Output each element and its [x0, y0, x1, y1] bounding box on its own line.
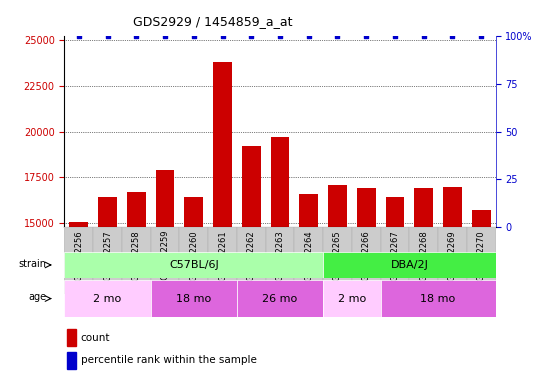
Text: GDS2929 / 1454859_a_at: GDS2929 / 1454859_a_at [133, 15, 292, 28]
Text: GSM152257: GSM152257 [103, 230, 112, 281]
Bar [270, 137, 290, 384]
Bar [352, 227, 381, 294]
Bar [443, 187, 462, 384]
Bar [242, 146, 260, 384]
Text: percentile rank within the sample: percentile rank within the sample [81, 356, 256, 366]
Point [390, 33, 399, 40]
Bar [67, 329, 76, 346]
Bar [237, 227, 265, 294]
Text: 18 mo: 18 mo [176, 293, 211, 304]
Text: GSM152264: GSM152264 [304, 230, 313, 281]
Bar [414, 188, 433, 384]
Point [218, 33, 227, 40]
Point [74, 33, 83, 40]
Text: GSM152262: GSM152262 [247, 230, 256, 281]
Bar [323, 227, 352, 294]
Text: GSM152258: GSM152258 [132, 230, 141, 281]
Text: DBA/2J: DBA/2J [390, 260, 428, 270]
Text: GSM152268: GSM152268 [419, 230, 428, 281]
Text: GSM152270: GSM152270 [477, 230, 486, 281]
Bar [295, 227, 323, 294]
Bar [69, 222, 88, 384]
Bar [381, 227, 409, 294]
Point [304, 33, 313, 40]
Text: 2 mo: 2 mo [338, 293, 366, 304]
Bar [64, 280, 151, 317]
Text: GSM152263: GSM152263 [276, 230, 284, 281]
Text: GSM152266: GSM152266 [362, 230, 371, 281]
Bar [386, 197, 404, 384]
Point [132, 33, 141, 40]
Text: 18 mo: 18 mo [421, 293, 456, 304]
Bar [64, 252, 323, 278]
Point [189, 33, 198, 40]
Point [161, 33, 170, 40]
Text: GSM152269: GSM152269 [448, 230, 457, 281]
Bar [323, 280, 381, 317]
Text: strain: strain [18, 258, 46, 269]
Bar [93, 227, 122, 294]
Point [276, 33, 284, 40]
Text: C57BL/6J: C57BL/6J [169, 260, 218, 270]
Bar [122, 227, 151, 294]
Point [362, 33, 371, 40]
Point [333, 33, 342, 40]
Point [103, 33, 112, 40]
Bar [357, 188, 376, 384]
Text: 26 mo: 26 mo [263, 293, 297, 304]
Bar [381, 280, 496, 317]
Text: GSM152256: GSM152256 [74, 230, 83, 281]
Bar [151, 280, 237, 317]
Bar [179, 227, 208, 294]
Bar [64, 227, 93, 294]
Text: GSM152260: GSM152260 [189, 230, 198, 281]
Text: GSM152261: GSM152261 [218, 230, 227, 281]
Point [477, 33, 486, 40]
Bar [265, 227, 295, 294]
Bar [328, 185, 347, 384]
Bar [323, 252, 496, 278]
Point [448, 33, 457, 40]
Bar [213, 62, 232, 384]
Bar [472, 210, 491, 384]
Bar [438, 227, 467, 294]
Text: age: age [28, 292, 46, 302]
Bar [98, 197, 117, 384]
Text: GSM152265: GSM152265 [333, 230, 342, 281]
Text: GSM152267: GSM152267 [390, 230, 399, 281]
Bar [151, 227, 179, 294]
Bar [467, 227, 496, 294]
Text: count: count [81, 333, 110, 343]
Point [419, 33, 428, 40]
Bar [409, 227, 438, 294]
Bar [208, 227, 237, 294]
Bar [300, 194, 318, 384]
Bar [184, 197, 203, 384]
Text: GSM152259: GSM152259 [161, 230, 170, 280]
Bar [127, 192, 146, 384]
Bar [156, 170, 174, 384]
Bar [237, 280, 323, 317]
Text: 2 mo: 2 mo [94, 293, 122, 304]
Bar [67, 352, 76, 369]
Point [247, 33, 256, 40]
